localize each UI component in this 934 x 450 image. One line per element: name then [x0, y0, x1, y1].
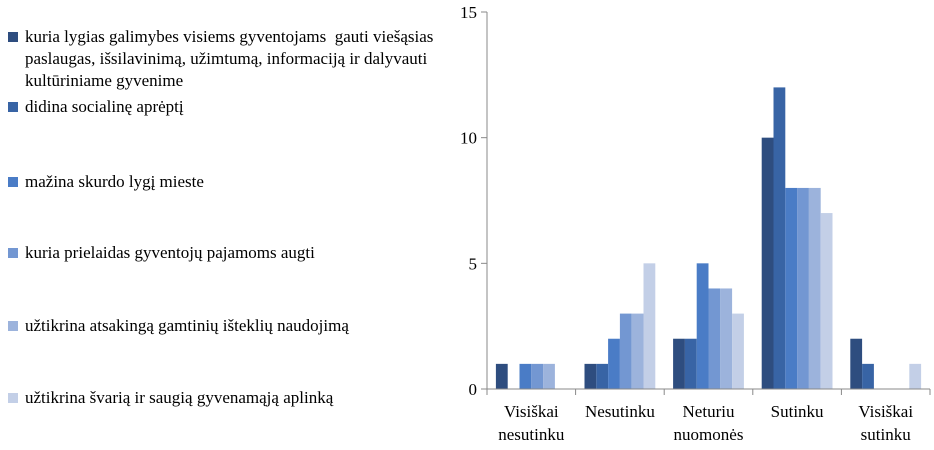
bar — [519, 363, 532, 389]
bar — [720, 288, 733, 389]
bar — [820, 213, 833, 389]
y-tick-label: 15 — [460, 3, 477, 22]
bar — [619, 313, 632, 389]
bar — [761, 137, 774, 389]
bar — [643, 263, 656, 389]
bar — [773, 87, 786, 390]
bar — [696, 263, 709, 389]
bar — [596, 363, 609, 389]
legend-label: užtikrina atsakingą gamtinių išteklių na… — [25, 316, 349, 335]
legend-swatch — [8, 321, 18, 331]
bar — [850, 338, 863, 389]
bar — [608, 338, 620, 389]
legend-swatch — [8, 102, 18, 112]
x-tick-label: Nesutinku — [585, 402, 655, 421]
legend-label: kuria lygias galimybes visiems gyventoja… — [25, 27, 438, 90]
x-tick-label: Neturiu nuomonės — [674, 402, 744, 444]
bar — [797, 187, 809, 389]
legend-label: kuria prielaidas gyventojų pajamoms augt… — [25, 243, 315, 262]
bar — [909, 363, 922, 389]
bar — [708, 288, 721, 389]
legend-swatch — [8, 177, 18, 187]
legend-swatch — [8, 248, 18, 258]
bar — [495, 363, 508, 389]
bar — [684, 338, 697, 389]
legend-label: mažina skurdo lygį mieste — [25, 172, 204, 191]
y-tick-label: 0 — [469, 380, 478, 399]
legend-label: didina socialinę aprėptį — [25, 97, 184, 116]
legend-label: užtikrina švarią ir saugią gyvenamąją ap… — [25, 388, 334, 407]
bar — [543, 363, 555, 389]
y-tick-label: 10 — [460, 129, 477, 148]
bar — [862, 363, 874, 389]
legend-swatch — [8, 32, 18, 42]
bar — [584, 363, 597, 389]
bar — [531, 363, 544, 389]
bar — [732, 313, 744, 389]
y-tick-label: 5 — [469, 254, 478, 273]
legend-swatch — [8, 393, 18, 403]
bar — [785, 187, 798, 389]
bar — [631, 313, 644, 389]
x-tick-label: Visiškai sutinku — [858, 402, 913, 444]
x-tick-label: Visiškai nesutinku — [498, 402, 565, 444]
x-tick-label: Sutinku — [771, 402, 824, 421]
bar — [808, 187, 821, 389]
bar — [673, 338, 685, 389]
